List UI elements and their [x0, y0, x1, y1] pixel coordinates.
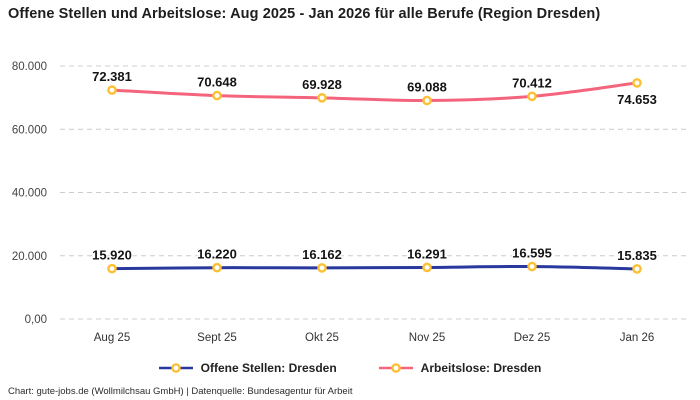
y-axis-tick-label: 0,00 — [25, 314, 47, 326]
data-point-marker — [107, 85, 117, 95]
x-axis-tick-label: Okt 25 — [305, 332, 339, 344]
data-point-marker — [422, 95, 432, 106]
data-point-marker — [212, 262, 222, 273]
x-axis-tick-label: Nov 25 — [409, 332, 445, 344]
series-line — [110, 81, 639, 103]
data-point-label: 15.835 — [617, 248, 657, 263]
y-axis-tick-label: 40.000 — [12, 188, 47, 200]
y-axis-tick-label: 20.000 — [12, 251, 47, 263]
series-line — [110, 264, 639, 271]
legend-line-marker-icon — [158, 363, 193, 373]
x-axis-tick-label: Sept 25 — [197, 332, 237, 344]
data-point-label: 70.412 — [512, 75, 552, 90]
legend-item-offene-stellen-dresden[interactable]: Offene Stellen: Dresden — [158, 361, 337, 375]
data-point-marker — [212, 90, 222, 101]
data-point-marker — [527, 91, 537, 102]
x-axis-tick-label: Dez 25 — [514, 332, 550, 344]
x-axis-tick-label: Aug 25 — [94, 332, 130, 344]
attribution-text: Chart: gute-jobs.de (Wollmilchsau GmbH) … — [8, 386, 353, 397]
data-point-marker — [422, 262, 432, 273]
legend: Offene Stellen: Dresden Arbeitslose: Dres… — [0, 361, 700, 375]
data-point-label: 16.162 — [302, 247, 342, 262]
data-point-marker — [107, 263, 117, 274]
y-axis-tick-label: 60.000 — [12, 124, 47, 136]
data-point-marker — [317, 93, 327, 103]
plot-area: 0,00 20.000 40.000 60.000 80.000 Aug 25 Sept 2… — [12, 61, 688, 344]
legend-label: Arbeitslose: Dresden — [420, 361, 542, 375]
data-point-label: 74.653 — [617, 92, 657, 107]
data-point-marker — [632, 78, 642, 88]
data-point-marker — [527, 261, 537, 272]
data-point-label: 15.920 — [92, 248, 132, 263]
data-point-label: 16.595 — [512, 246, 552, 261]
data-point-label: 69.088 — [407, 80, 447, 95]
data-point-marker — [317, 263, 327, 273]
legend-label: Offene Stellen: Dresden — [200, 361, 337, 375]
chart-title: Offene Stellen und Arbeitslose: Aug 2025… — [8, 6, 601, 22]
data-point-label: 70.648 — [197, 75, 237, 90]
legend-item-arbeitslose-dresden[interactable]: Arbeitslose: Dresden — [378, 361, 542, 375]
data-point-marker — [632, 264, 642, 274]
legend-line-marker-icon — [378, 363, 413, 373]
y-axis-tick-label: 80.000 — [12, 61, 47, 73]
data-point-label: 69.928 — [302, 77, 342, 92]
data-point-label: 16.291 — [407, 246, 447, 261]
x-axis-tick-label: Jan 26 — [620, 332, 655, 344]
data-point-label: 16.220 — [197, 247, 237, 262]
data-point-label: 72.381 — [92, 69, 132, 84]
